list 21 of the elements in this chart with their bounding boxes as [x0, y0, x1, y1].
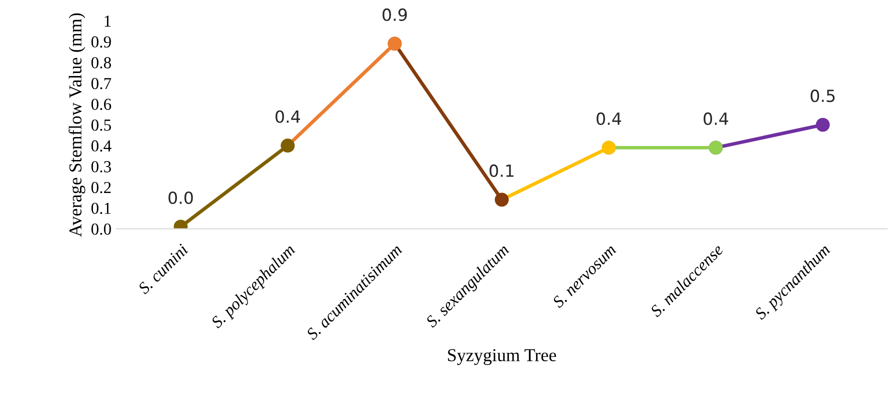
point [816, 118, 830, 132]
y-tick-label: 0.5 [91, 120, 111, 131]
y-axis-title: Average Stemflow Value (mm) [68, 13, 86, 237]
y-tick-label: 0.3 [91, 161, 111, 172]
y-tick-label: 0.6 [91, 98, 112, 110]
y-tick-label: 1 [104, 16, 111, 27]
data-label: 0.0 [168, 191, 193, 204]
y-tick-label: 0.1 [91, 202, 111, 214]
y-tick-label: 0.4 [91, 140, 112, 152]
data-label: 0.1 [490, 164, 514, 178]
y-tick-label: 0.7 [91, 78, 112, 90]
data-label: 0.5 [810, 90, 835, 102]
data-label: 0.4 [704, 112, 728, 126]
data-label: 0.9 [382, 8, 407, 22]
x-axis-title: Syzygium Tree [448, 349, 556, 365]
y-tick-label: 0.9 [91, 36, 111, 48]
y-tick-label: 0.8 [91, 57, 111, 68]
data-label: 0.4 [596, 112, 622, 126]
data-label: 0.4 [276, 110, 300, 123]
y-tick-label: 0.0 [91, 224, 111, 235]
y-tick-label: 0.2 [91, 182, 111, 194]
